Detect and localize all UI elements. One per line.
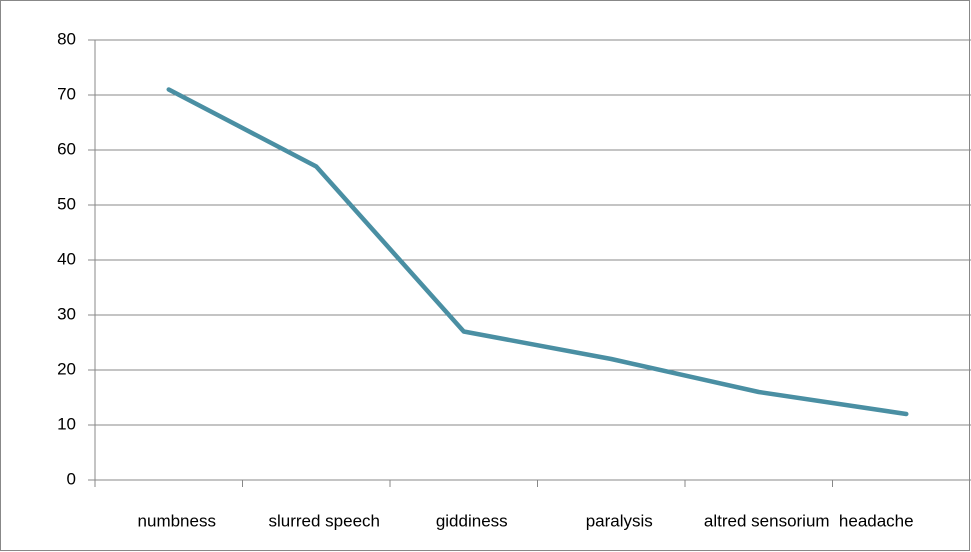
- y-tick-label: 40: [57, 249, 76, 268]
- x-tick-label: altred sensorium: [704, 511, 830, 530]
- y-tick-label: 20: [57, 359, 76, 378]
- y-tick-label: 10: [57, 414, 76, 433]
- y-tick-label: 70: [57, 84, 76, 103]
- x-tick-label: headache: [839, 511, 914, 530]
- data-line: [166, 87, 909, 417]
- x-tick-label: giddiness: [436, 511, 508, 530]
- y-tick-label: 30: [57, 304, 76, 323]
- y-tick-label: 60: [57, 139, 76, 158]
- x-tick-label: paralysis: [586, 511, 653, 530]
- y-tick-label: 80: [57, 29, 76, 48]
- y-tick-label: 0: [67, 469, 76, 488]
- x-tick-label: slurred speech: [268, 511, 380, 530]
- y-tick-label: 50: [57, 194, 76, 213]
- x-tick-label: numbness: [138, 511, 216, 530]
